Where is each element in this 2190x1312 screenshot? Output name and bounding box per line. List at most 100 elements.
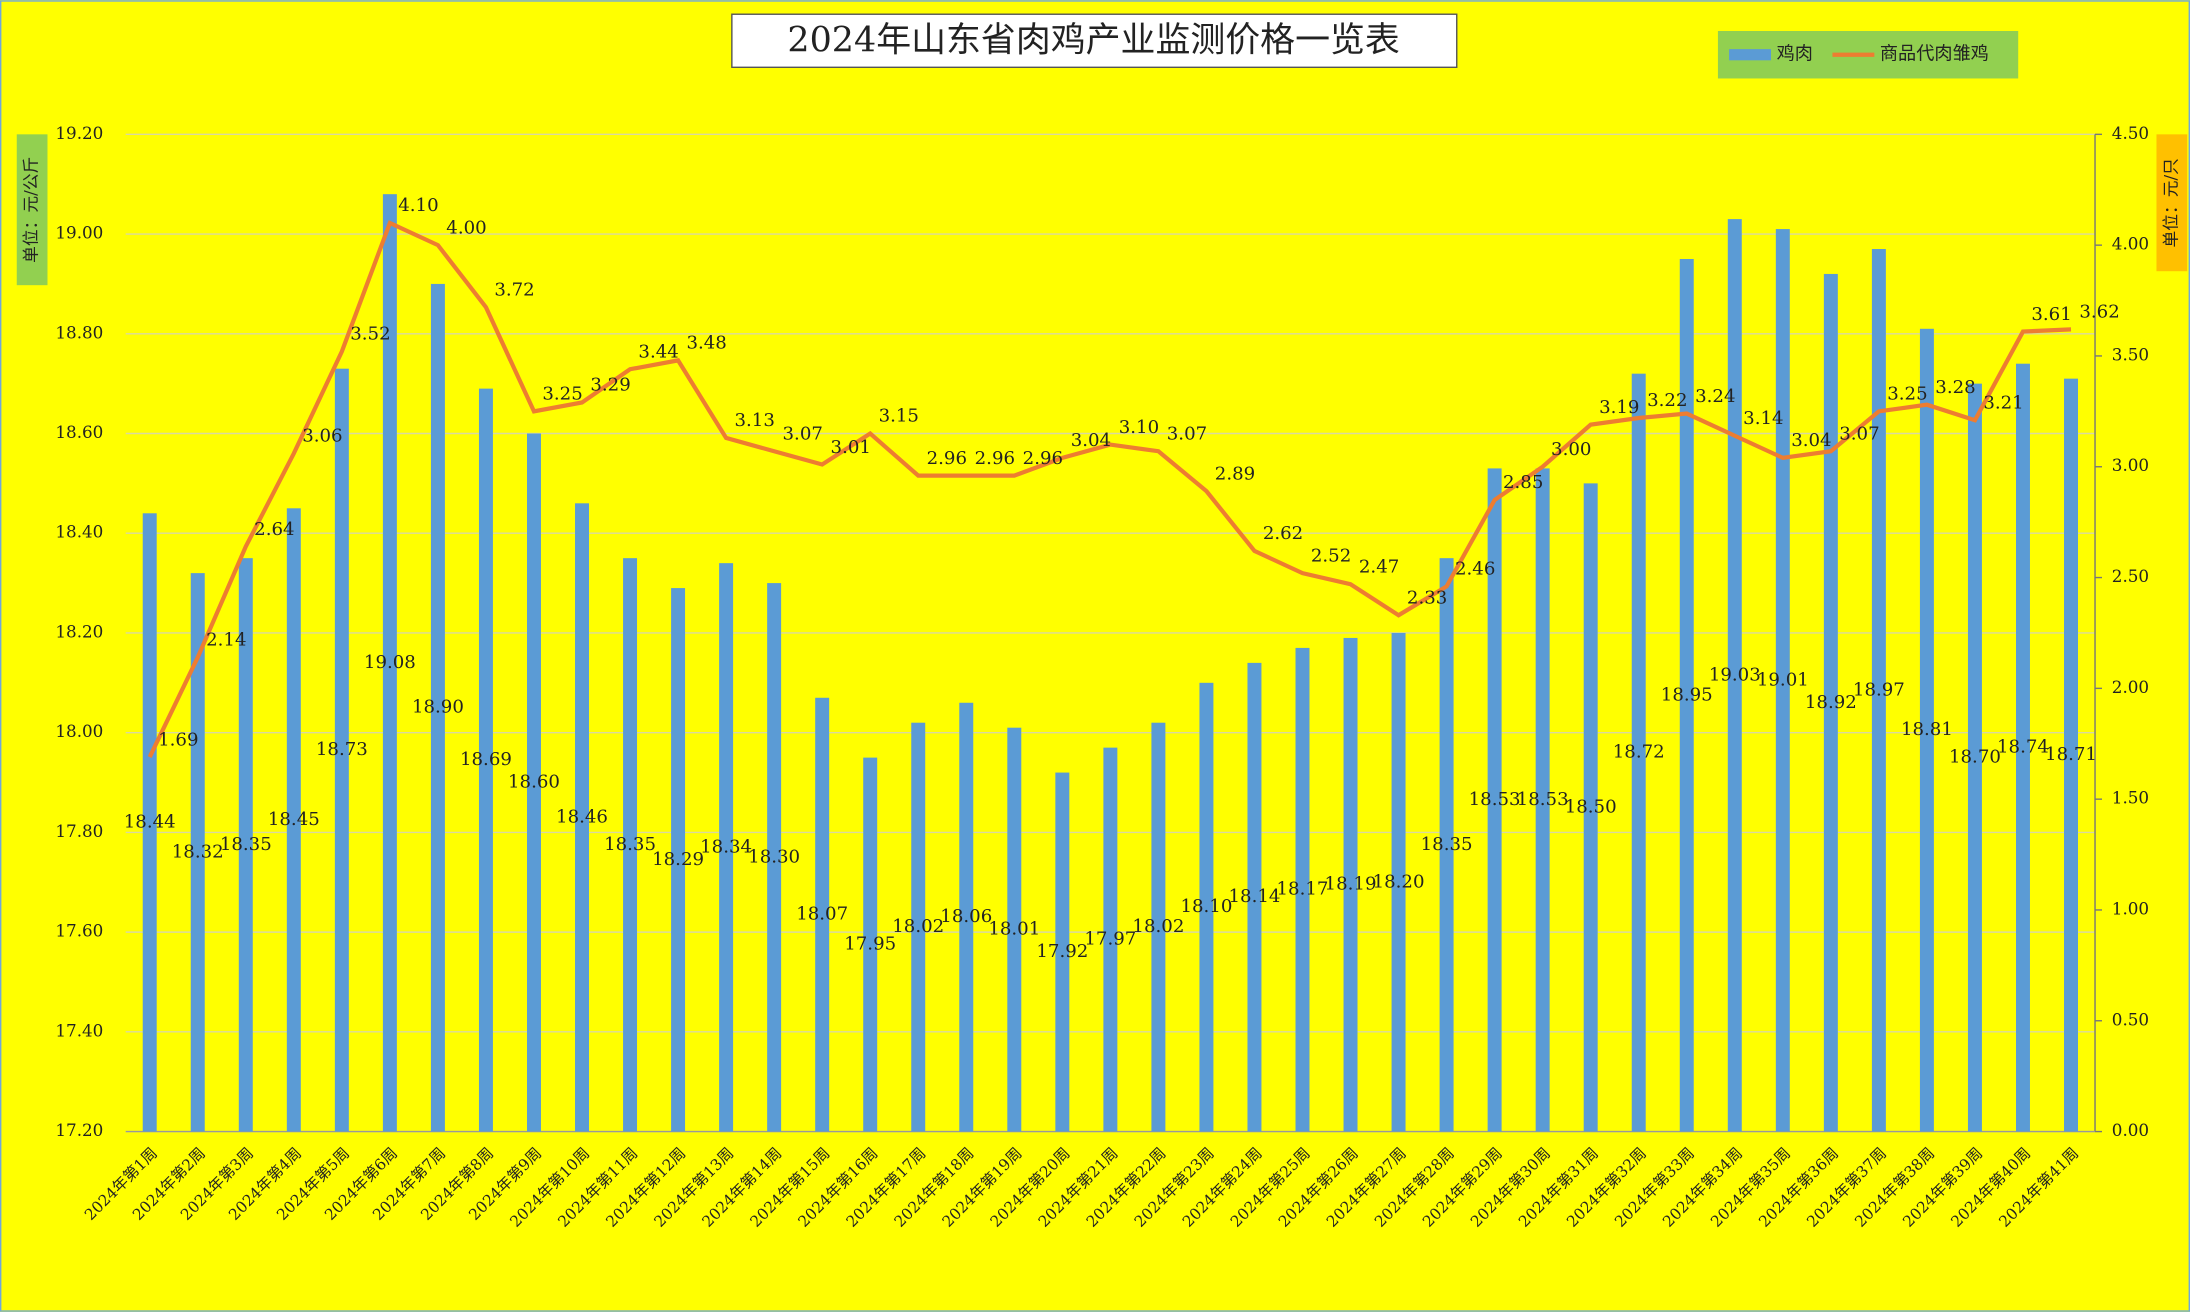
y-tick-label: 18.20 (55, 621, 103, 641)
bar (959, 702, 974, 1132)
line-value-label: 3.00 (1551, 439, 1591, 460)
line-value-label: 2.96 (1023, 448, 1063, 469)
bar (1007, 727, 1022, 1132)
line-value-label: 2.52 (1311, 545, 1351, 566)
line-value-label: 3.25 (542, 384, 582, 405)
line-value-label: 2.64 (254, 519, 294, 540)
line-value-label: 3.22 (1647, 390, 1687, 411)
bar (1679, 258, 1694, 1132)
y-tick-label: 17.60 (55, 921, 103, 941)
bar-value-label: 18.71 (2045, 744, 2097, 765)
bar-value-label: 18.74 (1997, 737, 2049, 758)
line (147, 220, 2072, 758)
line-value-label: 3.07 (1839, 423, 1879, 444)
line-value-label: 3.48 (686, 333, 726, 354)
bar (1871, 249, 1886, 1132)
y-tick-label: 17.80 (55, 821, 103, 841)
y-tick-label: 18.40 (55, 522, 103, 542)
y2-tick-label: 0.50 (2112, 1009, 2149, 1029)
bar (1055, 772, 1070, 1132)
bar (286, 508, 301, 1132)
bar (1103, 747, 1118, 1132)
bar-value-label: 18.95 (1661, 684, 1713, 705)
line-value-label: 2.46 (1455, 559, 1495, 580)
line-value-label: 3.06 (302, 426, 342, 447)
y-axis-label: 单位：元/公斤 (21, 157, 41, 263)
line-value-label: 3.10 (1119, 417, 1159, 438)
bar (478, 388, 493, 1132)
bar-value-label: 19.03 (1709, 664, 1761, 685)
bar (1967, 383, 1982, 1132)
y-tick-label: 17.20 (55, 1120, 103, 1140)
line-value-label: 4.00 (446, 217, 486, 238)
bar-value-label: 18.53 (1469, 789, 1521, 810)
line-value-label: 3.19 (1599, 397, 1639, 418)
title-box (731, 13, 1458, 68)
y2-tick-label: 2.00 (2112, 677, 2149, 697)
bar (1439, 558, 1454, 1132)
bar-value-label: 17.97 (1084, 929, 1136, 950)
y2-tick-label: 2.50 (2112, 566, 2149, 586)
line-value-label: 2.14 (206, 630, 246, 651)
bar-value-label: 18.17 (1277, 879, 1329, 900)
y2-tick-label: 4.50 (2112, 123, 2149, 143)
bar-value-label: 18.07 (796, 904, 848, 925)
bar (382, 194, 397, 1132)
bar-value-label: 18.06 (940, 906, 992, 927)
line-value-label: 3.04 (1071, 430, 1111, 451)
bar-value-label: 18.72 (1613, 742, 1665, 763)
bar (1487, 468, 1502, 1132)
bar (863, 757, 878, 1132)
bar-value-label: 19.08 (364, 652, 416, 673)
bar-value-label: 18.44 (124, 811, 176, 832)
bar (575, 503, 589, 1132)
bar-value-label: 18.10 (1180, 896, 1232, 917)
line-value-label: 3.62 (2079, 302, 2119, 323)
y2-tick-label: 1.50 (2112, 788, 2149, 808)
line-value-label: 2.96 (927, 448, 967, 469)
y-tick-label: 18.80 (55, 322, 103, 342)
line-value-label: 2.89 (1215, 463, 1255, 484)
bar-value-label: 18.19 (1325, 874, 1377, 895)
line-value-label: 2.47 (1359, 556, 1399, 577)
line-value-label: 3.01 (831, 437, 871, 458)
y2-axis-label: 单位：元/只 (2160, 158, 2180, 247)
bar-value-label: 18.90 (412, 697, 464, 718)
bar (526, 433, 541, 1132)
bar (1247, 662, 1262, 1132)
bar-value-label: 18.45 (268, 809, 320, 830)
bar (430, 283, 445, 1132)
line-value-label: 3.72 (494, 279, 534, 300)
bar (1631, 373, 1646, 1132)
bar-value-label: 18.53 (1517, 789, 1569, 810)
bar-value-label: 18.50 (1565, 796, 1617, 817)
y2-tick-label: 0.00 (2112, 1120, 2149, 1140)
y2-tick-label: 4.00 (2112, 234, 2149, 254)
y2-tick-label: 1.00 (2112, 898, 2149, 918)
y2-label-box (2156, 134, 2188, 272)
bar-value-label: 18.30 (748, 846, 800, 867)
line-value-label: 3.52 (350, 324, 390, 345)
bar-value-label: 18.01 (988, 919, 1040, 940)
line-value-label: 3.24 (1695, 386, 1735, 407)
line-value-label: 3.44 (638, 341, 678, 362)
y2-tick-label: 3.50 (2112, 344, 2149, 364)
line-value-label: 3.21 (1983, 392, 2023, 413)
bar-value-label: 18.97 (1853, 679, 1905, 700)
line-value-label: 3.61 (2031, 304, 2071, 325)
bar-value-label: 18.35 (604, 834, 656, 855)
bar-value-label: 18.70 (1949, 747, 2001, 768)
bar-value-label: 17.92 (1036, 941, 1088, 962)
bar (1343, 637, 1358, 1132)
bar (1823, 273, 1838, 1132)
chart-title: 2024年山东省肉鸡产业监测价格一览表 (787, 21, 1399, 61)
line-value-label: 3.25 (1887, 384, 1927, 405)
line-value-label: 3.07 (1167, 423, 1207, 444)
bar-value-label: 18.46 (556, 806, 608, 827)
bar (2064, 378, 2078, 1132)
bar-value-label: 18.60 (508, 772, 560, 793)
line-value-label: 3.29 (590, 375, 630, 396)
bar (2015, 363, 2030, 1132)
line-value-label: 3.07 (783, 423, 823, 444)
